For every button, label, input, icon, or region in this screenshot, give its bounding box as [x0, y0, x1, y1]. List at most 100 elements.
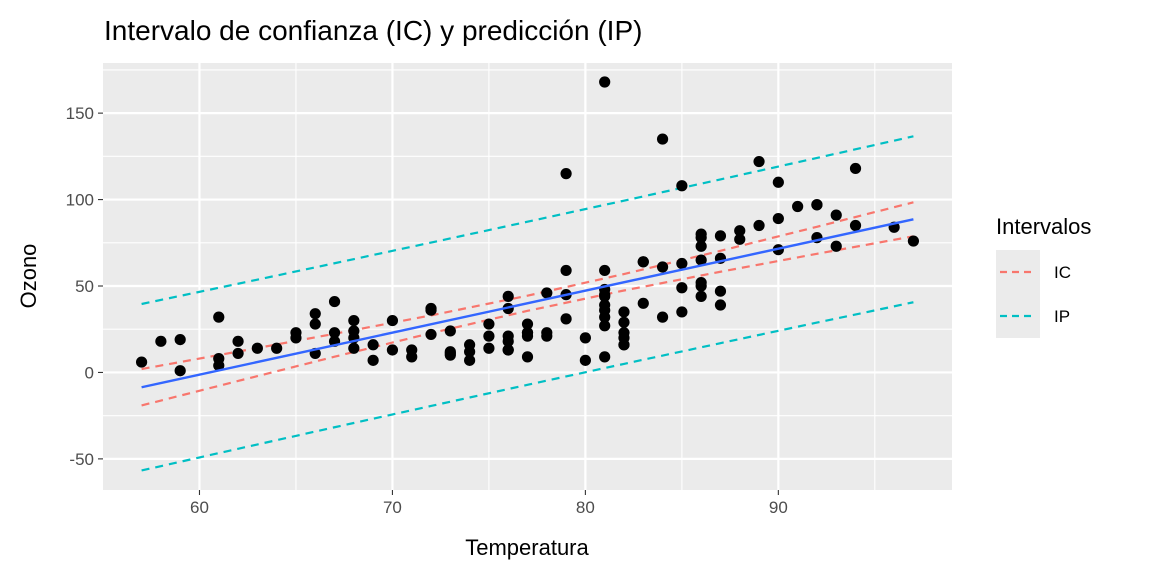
data-point	[328, 295, 341, 308]
ic-upper-line	[141, 201, 914, 371]
data-point	[560, 313, 572, 325]
x-tick-label: 80	[576, 498, 595, 517]
plot-panel	[103, 63, 952, 490]
data-point	[714, 285, 727, 297]
data-point	[849, 162, 862, 175]
data-point	[135, 356, 148, 368]
data-point	[676, 282, 688, 294]
legend: Intervalos IC IP	[996, 214, 1091, 338]
data-point	[271, 342, 283, 354]
y-axis-label: Ozono	[16, 244, 41, 309]
data-point	[483, 330, 495, 342]
legend-label-ip: IP	[1054, 307, 1070, 326]
data-point	[483, 318, 495, 330]
data-point	[637, 297, 649, 309]
data-point	[753, 155, 765, 168]
legend-label-ic: IC	[1054, 263, 1071, 282]
data-point	[521, 327, 534, 339]
data-point	[155, 335, 167, 347]
legend-title: Intervalos	[996, 214, 1091, 239]
data-point	[483, 342, 495, 354]
data-point	[753, 219, 765, 232]
data-point	[734, 225, 746, 237]
data-point	[502, 335, 514, 347]
data-point	[309, 318, 321, 330]
data-point	[464, 339, 476, 351]
data-point	[386, 314, 399, 327]
data-point	[618, 339, 630, 351]
y-tick-label: 100	[66, 191, 94, 210]
data-point	[656, 261, 669, 273]
data-point	[251, 342, 263, 354]
data-point	[232, 347, 244, 360]
data-point	[232, 335, 244, 347]
data-point	[579, 354, 591, 366]
data-point	[830, 209, 842, 221]
data-point	[695, 240, 707, 252]
ic-lower-line	[141, 235, 914, 407]
regression-line	[141, 218, 914, 389]
data-point	[599, 76, 611, 88]
data-point	[174, 365, 186, 377]
data-point	[213, 359, 225, 372]
data-point	[695, 280, 707, 292]
data-point	[599, 290, 611, 302]
data-point	[541, 327, 553, 339]
data-point	[695, 254, 707, 266]
data-point	[348, 314, 360, 327]
data-point	[676, 306, 688, 318]
x-axis-label: Temperatura	[465, 535, 589, 560]
data-point	[348, 342, 360, 354]
y-tick-label: 0	[85, 363, 94, 382]
data-point	[502, 290, 514, 302]
data-point	[521, 351, 534, 363]
data-point	[560, 168, 572, 180]
data-point	[599, 304, 611, 316]
x-tick-label: 70	[383, 498, 402, 517]
ip-lower-line	[141, 301, 914, 472]
data-point	[618, 316, 630, 328]
data-point	[406, 344, 418, 356]
x-tick-label: 90	[769, 498, 788, 517]
data-point	[541, 287, 553, 299]
axis-ticks: 60 70 80 90 -50 0 50 100 150	[66, 104, 788, 517]
data-point	[367, 339, 379, 351]
data-point	[425, 328, 437, 341]
data-point	[695, 290, 707, 302]
data-point	[290, 332, 302, 344]
data-point	[676, 180, 688, 192]
data-point	[444, 349, 456, 361]
data-point	[618, 306, 630, 318]
x-tick-label: 60	[190, 498, 209, 517]
y-tick-label: 150	[66, 104, 94, 123]
data-point	[560, 264, 572, 277]
data-point	[502, 344, 514, 356]
data-point	[714, 230, 727, 242]
gridlines	[103, 63, 952, 490]
data-point	[656, 133, 669, 145]
data-point	[386, 344, 399, 356]
data-point	[328, 327, 341, 339]
data-point	[213, 311, 225, 323]
data-point	[309, 308, 321, 320]
data-point	[367, 354, 379, 366]
data-points	[135, 76, 920, 389]
data-point	[792, 200, 804, 213]
data-point	[637, 256, 649, 268]
data-point	[772, 212, 784, 225]
data-point	[521, 318, 534, 330]
interval-lines	[141, 135, 914, 472]
data-point	[464, 354, 476, 366]
data-point	[425, 302, 437, 315]
data-point	[444, 325, 456, 337]
data-point	[599, 351, 611, 363]
data-point	[599, 320, 611, 332]
data-point	[174, 333, 186, 346]
data-point	[676, 257, 688, 270]
y-tick-label: 50	[75, 277, 94, 296]
data-point	[599, 264, 611, 277]
data-point	[734, 233, 746, 245]
data-point	[811, 199, 823, 211]
data-point	[830, 240, 842, 252]
